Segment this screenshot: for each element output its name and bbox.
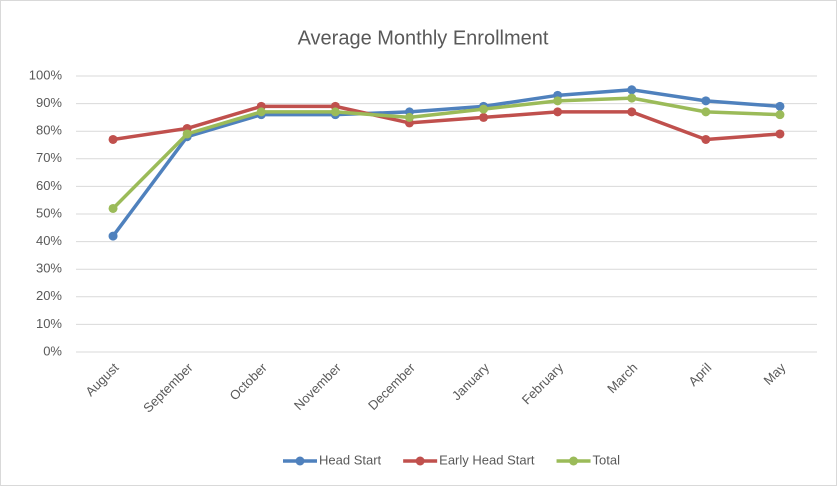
data-point (701, 96, 711, 106)
legend-label: Head Start (319, 452, 382, 467)
y-tick-label: 60% (36, 178, 62, 193)
y-tick-label: 30% (36, 261, 62, 276)
data-point (108, 134, 118, 144)
legend-label: Total (593, 452, 621, 467)
series-line (112, 104, 781, 142)
data-point (627, 85, 637, 95)
data-point (701, 107, 711, 117)
series-line (111, 96, 781, 210)
data-point (627, 107, 637, 117)
y-tick-label: 70% (36, 150, 62, 165)
data-point (553, 96, 563, 106)
y-tick-label: 100% (29, 67, 63, 82)
data-point (553, 107, 563, 117)
series-line (111, 88, 781, 238)
legend-marker (295, 456, 305, 466)
y-tick-label: 90% (36, 95, 62, 110)
y-tick-label: 80% (36, 123, 62, 138)
data-point (256, 107, 266, 117)
data-point (479, 112, 489, 122)
data-point (701, 134, 711, 144)
data-point (182, 129, 192, 139)
data-point (479, 104, 489, 114)
y-tick-label: 0% (43, 343, 62, 358)
data-point (775, 101, 785, 111)
data-point (627, 93, 637, 103)
legend: Head Start Early Head Start Total (283, 452, 620, 467)
legend-marker (415, 456, 425, 466)
y-tick-label: 10% (36, 316, 62, 331)
legend-marker (569, 456, 579, 466)
data-point (775, 129, 785, 139)
y-tick-label: 50% (36, 205, 62, 220)
data-point (108, 231, 118, 241)
data-point (775, 110, 785, 120)
data-point (330, 107, 340, 117)
chart-title: Average Monthly Enrollment (298, 27, 549, 49)
legend-label: Early Head Start (439, 452, 535, 467)
y-tick-label: 20% (36, 288, 62, 303)
y-tick-label: 40% (36, 233, 62, 248)
data-point (108, 203, 118, 213)
data-point (404, 112, 414, 122)
